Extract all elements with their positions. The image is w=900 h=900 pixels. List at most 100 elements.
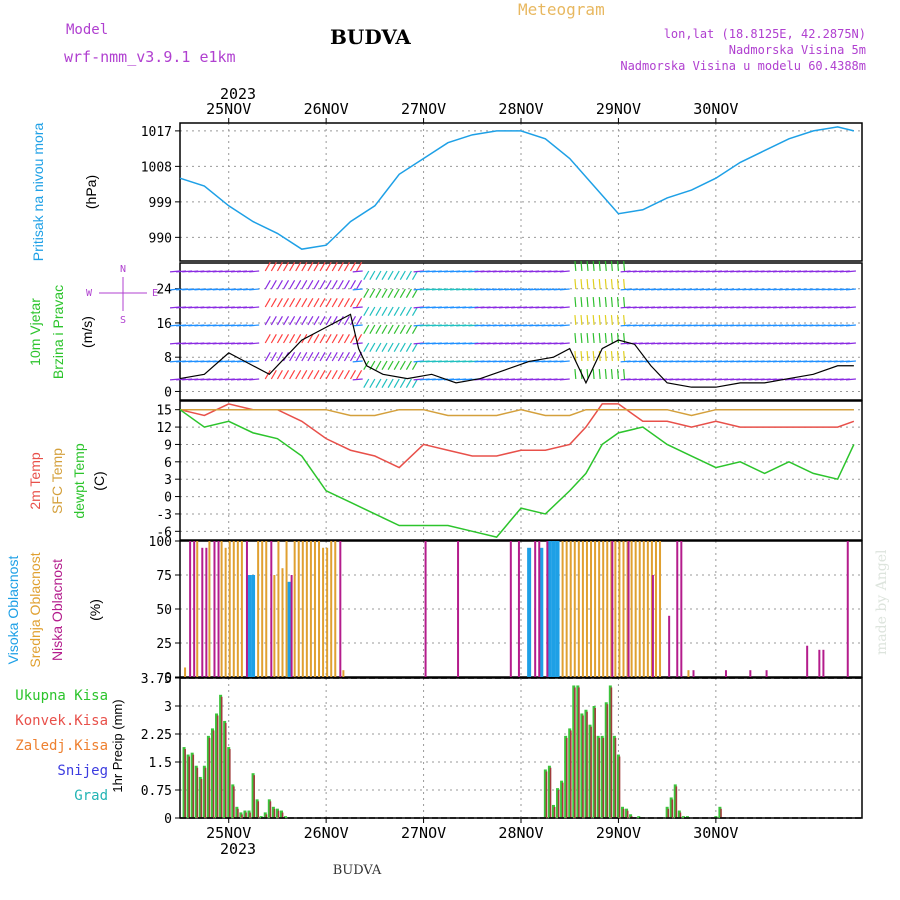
cloud-bar <box>527 547 532 677</box>
wind-barb <box>289 370 296 380</box>
precip-conv-bar <box>216 715 219 818</box>
model-elevation-label: Nadmorska Visina u modelu 60.4388m <box>620 59 866 73</box>
temp-line-1 <box>180 408 854 417</box>
y-tick-label: 1008 <box>141 160 172 175</box>
precip-bar <box>637 816 641 818</box>
wind-barb <box>313 334 320 344</box>
cloud-bar <box>627 541 630 677</box>
wind-barb <box>387 288 394 298</box>
y-tick-label: 25 <box>156 637 172 652</box>
cloud-bar <box>509 541 512 677</box>
wind-barb <box>352 288 363 291</box>
wind-barb <box>381 324 388 334</box>
cloud-bar <box>184 667 187 677</box>
temp-line-0 <box>179 403 855 469</box>
cloud-bar <box>305 541 308 677</box>
y-tick-label: 1017 <box>141 125 172 140</box>
wind-barb <box>363 324 370 334</box>
precip-bar <box>231 784 235 818</box>
precip-legend-item: Grad <box>74 788 108 804</box>
cloud-bar <box>565 541 568 677</box>
precip-bar <box>673 784 677 818</box>
cloud-bar <box>598 541 601 677</box>
wind-barb <box>270 370 277 380</box>
cloud-bar <box>193 541 196 677</box>
wind-barb <box>393 306 400 316</box>
cloud-bar <box>326 547 329 677</box>
wind-barb <box>319 370 326 380</box>
precip-bar <box>194 765 198 818</box>
credit-label: made by Angel <box>874 549 890 655</box>
cloud-bar <box>594 541 597 677</box>
wind-barb <box>249 270 260 273</box>
cloud-bar <box>638 541 641 677</box>
cloud-bar <box>614 541 617 677</box>
wind-barb <box>616 278 620 290</box>
wind-barb <box>343 262 350 272</box>
date-label: 25NOV <box>206 824 251 842</box>
precip-bar <box>681 816 685 818</box>
footer-label: BUDVA <box>333 863 382 878</box>
precip-bar <box>182 747 186 818</box>
wind-barb <box>337 280 344 290</box>
cloud-bar <box>602 541 605 677</box>
wind-barb <box>349 280 357 290</box>
precip-bar <box>543 769 547 818</box>
y-tick-label: 50 <box>156 603 172 618</box>
precip-bar <box>714 816 718 818</box>
wind-barb <box>313 316 320 326</box>
y-tick-label: 0 <box>164 385 172 400</box>
wind-barb <box>319 262 326 272</box>
precip-bar <box>600 735 604 818</box>
wind-barb <box>598 368 601 380</box>
wind-barb <box>331 298 338 308</box>
cloud-bar <box>220 541 223 677</box>
wind-barb <box>399 288 406 298</box>
cloud-bar <box>765 670 768 677</box>
wind-barb <box>604 296 607 308</box>
precip-conv-bar <box>229 749 231 818</box>
wind-barb <box>580 278 583 290</box>
wind-barb <box>325 334 332 344</box>
cloud-bar <box>201 547 204 677</box>
wind-barb <box>276 262 283 272</box>
wind-barb <box>393 378 400 388</box>
precip-conv-bar <box>549 767 552 818</box>
cloud-bar <box>659 541 662 677</box>
wind-barb <box>559 270 570 273</box>
wind-barb <box>249 288 260 291</box>
wind-barb <box>282 316 290 326</box>
wind-barb <box>325 298 332 308</box>
wind-barb <box>356 298 363 308</box>
precip-conv-bar <box>220 696 223 818</box>
precip-bar <box>685 816 689 818</box>
wind-barb <box>604 314 607 326</box>
wind-barb <box>580 260 583 272</box>
cloud-bar <box>457 541 460 677</box>
wind-barb <box>301 352 308 362</box>
cloud-bar <box>577 541 580 677</box>
wind-barb <box>393 360 400 370</box>
wind-barb <box>574 278 577 290</box>
wind-barb <box>289 316 296 326</box>
precip-conv-bar <box>671 799 674 818</box>
precip-bar <box>186 754 190 818</box>
wind-barb <box>405 342 412 352</box>
wind-barb <box>343 316 350 326</box>
precip-conv-bar <box>602 737 605 818</box>
wind-barb <box>249 378 260 381</box>
wind-barb <box>301 370 308 380</box>
y-tick-label: 100 <box>149 535 172 550</box>
wind-barb <box>270 334 277 344</box>
compass-north: N <box>120 264 126 275</box>
wind-barb <box>337 352 344 362</box>
wind-barb <box>393 342 400 352</box>
wind-barb <box>559 342 570 345</box>
wind-barb <box>352 378 363 381</box>
precip-bar <box>629 814 633 818</box>
wind-barb <box>375 342 382 352</box>
wind-barb <box>307 298 314 308</box>
wind-barb <box>349 298 357 308</box>
cloud-bar <box>189 541 192 677</box>
precip-conv-bar <box>265 814 268 818</box>
